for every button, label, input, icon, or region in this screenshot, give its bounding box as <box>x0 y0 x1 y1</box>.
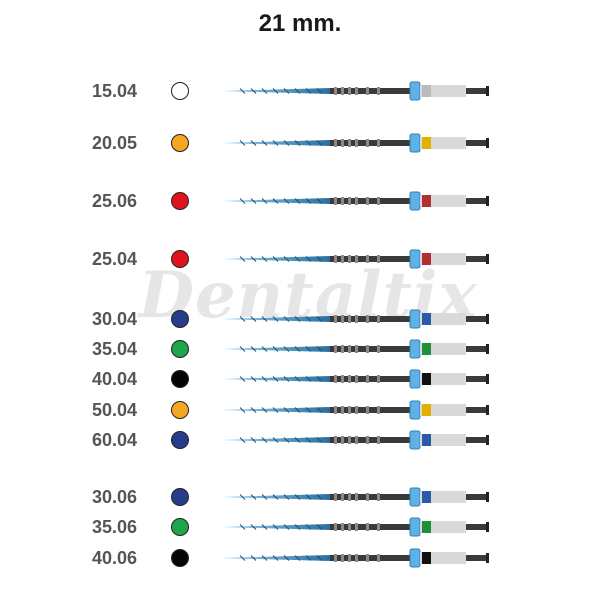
endodontic-file-icon <box>220 249 489 269</box>
color-code-dot <box>171 250 189 268</box>
file-row: 50.04 <box>0 397 600 423</box>
color-code-dot <box>171 192 189 210</box>
color-code-dot <box>171 340 189 358</box>
endodontic-file-icon <box>220 400 489 420</box>
color-code-dot <box>171 488 189 506</box>
endodontic-file-icon <box>220 517 489 537</box>
color-code-dot <box>171 134 189 152</box>
color-code-dot <box>171 518 189 536</box>
endodontic-file-icon <box>220 339 489 359</box>
file-size-label: 50.04 <box>92 400 138 420</box>
file-size-label: 25.04 <box>92 249 138 269</box>
endodontic-file-icon <box>220 309 489 329</box>
endodontic-file-icon <box>220 487 489 507</box>
color-code-dot <box>171 401 189 419</box>
file-row: 30.06 <box>0 484 600 510</box>
endodontic-file-icon <box>220 133 489 153</box>
file-row: 60.04 <box>0 427 600 453</box>
file-row: 25.04 <box>0 246 600 272</box>
endodontic-file-icon <box>220 430 489 450</box>
file-row: 20.05 <box>0 130 600 156</box>
endodontic-file-icon <box>220 369 489 389</box>
file-row: 25.06 <box>0 188 600 214</box>
file-size-label: 30.04 <box>92 309 138 329</box>
file-size-label: 35.04 <box>92 339 138 359</box>
color-code-dot <box>171 310 189 328</box>
color-code-dot <box>171 431 189 449</box>
file-size-label: 25.06 <box>92 191 138 211</box>
file-row: 40.04 <box>0 366 600 392</box>
file-size-label: 40.06 <box>92 548 138 568</box>
file-row: 35.06 <box>0 514 600 540</box>
endodontic-file-icon <box>220 548 489 568</box>
file-size-label: 35.06 <box>92 517 138 537</box>
file-size-label: 15.04 <box>92 81 138 101</box>
file-size-label: 40.04 <box>92 369 138 389</box>
endodontic-file-icon <box>220 191 489 211</box>
page-title: 21 mm. <box>258 10 342 37</box>
file-size-label: 30.06 <box>92 487 138 507</box>
file-row: 35.04 <box>0 336 600 362</box>
color-code-dot <box>171 549 189 567</box>
file-size-label: 60.04 <box>92 430 138 450</box>
color-code-dot <box>171 82 189 100</box>
file-row: 30.04 <box>0 306 600 332</box>
file-size-label: 20.05 <box>92 133 138 153</box>
color-code-dot <box>171 370 189 388</box>
file-row: 15.04 <box>0 78 600 104</box>
file-row: 40.06 <box>0 545 600 571</box>
endodontic-file-icon <box>220 81 489 101</box>
